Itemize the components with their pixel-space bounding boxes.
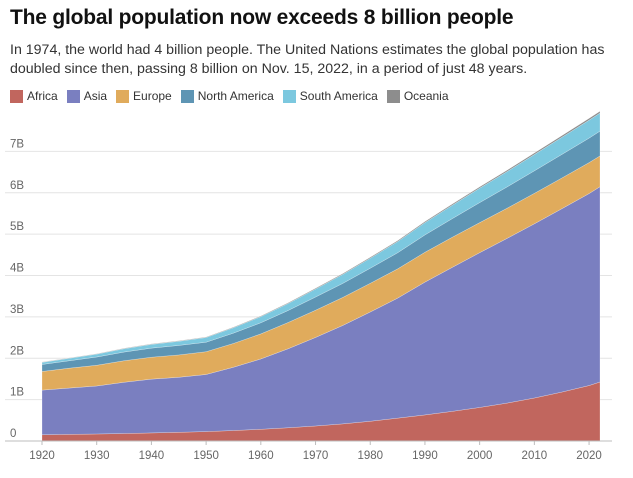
x-tick-label: 2000 [467, 450, 493, 462]
y-tick-label: 3B [10, 304, 24, 316]
legend-label-south-america: South America [299, 89, 378, 103]
legend-label-oceania: Oceania [403, 89, 449, 103]
x-tick-label: 1960 [248, 450, 274, 462]
legend-item-europe: Europe [116, 89, 172, 103]
x-tick-label: 1980 [357, 450, 383, 462]
legend-item-south-america: South America [282, 89, 378, 103]
legend-label-europe: Europe [133, 89, 172, 103]
legend-item-north-america: North America [180, 89, 274, 103]
chart-subtitle: In 1974, the world had 4 billion people.… [10, 42, 605, 77]
legend-item-oceania: Oceania [386, 89, 449, 103]
legend-item-africa: Africa [10, 89, 58, 103]
legend-label-asia: Asia [83, 89, 108, 103]
legend-swatch-oceania [386, 89, 400, 103]
area-oceania [41, 110, 601, 363]
x-tick-label: 1970 [303, 450, 329, 462]
y-tick-label: 2B [10, 345, 24, 357]
y-tick-label: 4B [10, 263, 24, 275]
y-tick-label: 7B [10, 138, 24, 150]
legend-swatch-africa [10, 89, 23, 103]
legend-swatch-europe [116, 89, 130, 103]
y-tick-label: 1B [10, 387, 24, 399]
legend-label-africa: Africa [27, 89, 58, 103]
x-tick-label: 2020 [576, 450, 602, 462]
legend-swatch-asia [66, 89, 80, 103]
chart-legend: Africa Asia Europe North America South A… [10, 89, 458, 103]
legend-label-north-america: North America [197, 89, 274, 103]
x-tick-label: 1940 [139, 450, 165, 462]
x-tick-label: 1930 [84, 450, 110, 462]
legend-item-asia: Asia [66, 89, 108, 103]
legend-swatch-south-america [282, 89, 296, 103]
y-tick-label: 0 [10, 428, 16, 440]
legend-swatch-north-america [180, 89, 194, 103]
chart-title: The global population now exceeds 8 bill… [10, 6, 514, 29]
x-tick-label: 2010 [522, 450, 548, 462]
x-tick-label: 1990 [412, 450, 438, 462]
x-tick-label: 1920 [29, 450, 55, 462]
y-tick-label: 5B [10, 221, 24, 233]
x-tick-label: 1950 [193, 450, 219, 462]
y-tick-label: 6B [10, 180, 24, 192]
